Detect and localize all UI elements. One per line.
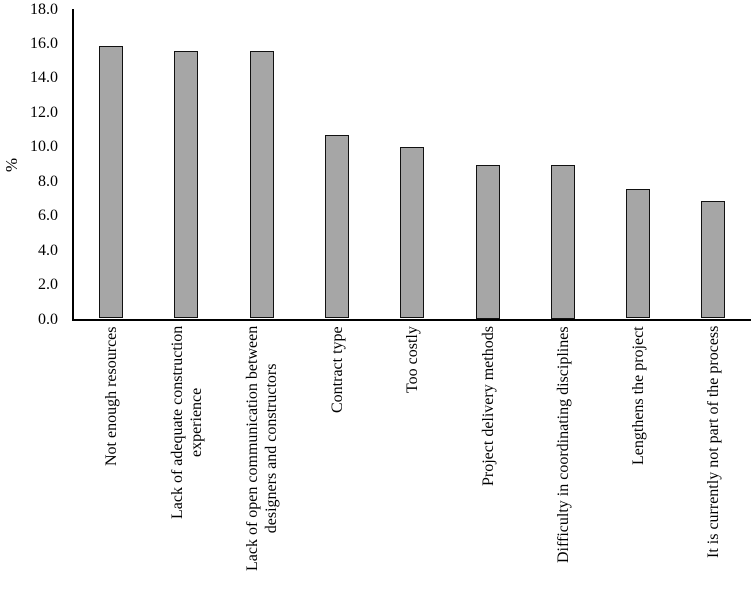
y-axis-line (72, 9, 74, 320)
y-axis-label: % (2, 157, 21, 173)
bar (701, 200, 726, 319)
y-tick-label: 12.0 (30, 103, 58, 121)
x-tick-label: Too costly (404, 326, 422, 393)
y-tick-label: 0.0 (38, 310, 58, 328)
bar (475, 164, 500, 319)
y-tick-label: 14.0 (30, 69, 58, 87)
bar (174, 50, 199, 319)
bar (550, 164, 575, 319)
bar (400, 147, 425, 319)
bar (324, 135, 349, 319)
y-tick-label: 8.0 (38, 172, 58, 190)
x-tick-label: Difficulty in coordinating disciplines (554, 326, 572, 563)
x-tick-label: Contract type (328, 326, 346, 413)
y-tick-label: 10.0 (30, 138, 58, 156)
x-tick-label: Project delivery methods (479, 326, 497, 486)
bar (249, 50, 274, 319)
y-tick-label: 6.0 (38, 207, 58, 225)
y-tick-label: 18.0 (30, 0, 58, 18)
x-tick-label: Lack of adequate construction experience (168, 325, 205, 519)
x-axis-line (72, 319, 751, 321)
y-tick-label: 2.0 (38, 276, 58, 294)
y-tick-label: 4.0 (38, 241, 58, 259)
x-tick-label: Lack of open communication between design… (244, 325, 281, 571)
x-tick-label: It is currently not part of the process (705, 325, 723, 558)
y-tick-label: 16.0 (30, 34, 58, 52)
x-tick-label: Not enough resources (103, 326, 120, 466)
x-tick-label: Lengthens the project (630, 326, 648, 465)
bar (99, 45, 123, 319)
bar (626, 188, 651, 319)
